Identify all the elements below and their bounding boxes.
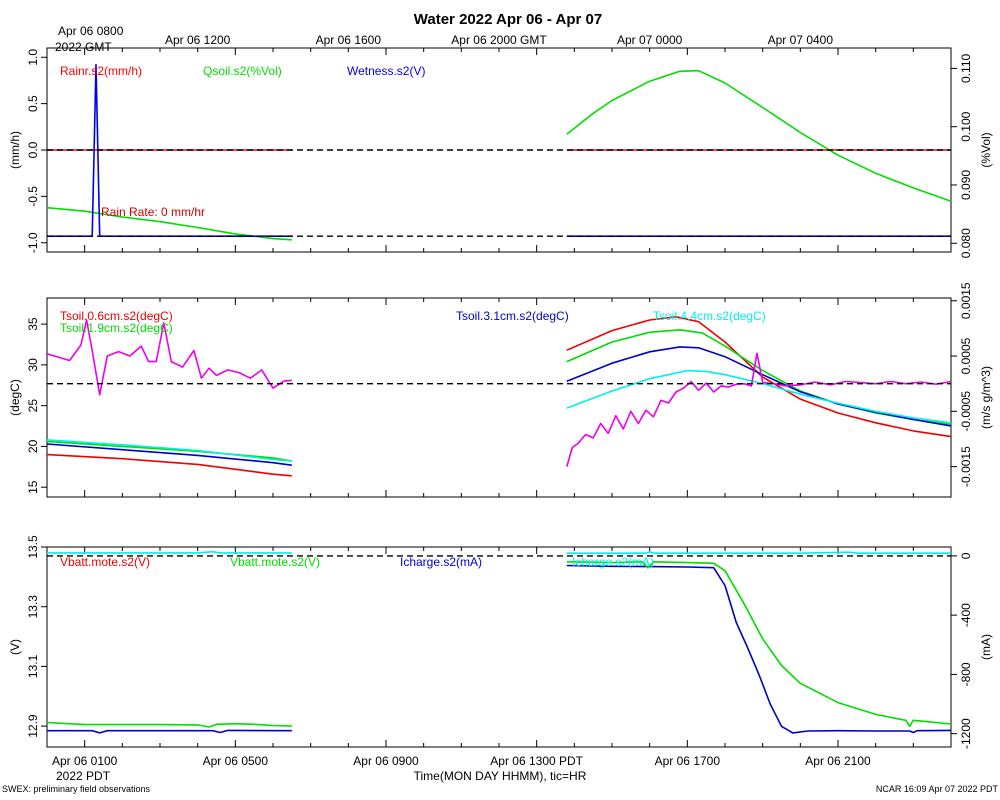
left-y-tick-label: 25 xyxy=(26,399,40,413)
series-line-3 xyxy=(566,369,952,424)
series-line-1 xyxy=(46,721,292,728)
panel-battery: 12.9 13.1 13.3 13.5 (V) -1200 -800 -400 0 (mA) Vba… xyxy=(8,535,993,749)
left-y-tick-label: 0.5 xyxy=(26,95,40,112)
series-line-4 xyxy=(47,550,292,554)
series-line-4 xyxy=(566,550,951,554)
chart-title: Water 2022 Apr 06 - Apr 07 xyxy=(414,11,602,28)
bottom-date-label: 2022 PDT xyxy=(56,769,111,783)
top-axis-labels: Apr 06 1200 Apr 06 1600 Apr 06 2000 GMT Apr… xyxy=(165,33,833,47)
top-tick-label: Apr 07 0000 xyxy=(617,33,683,47)
left-axis-label: (degC) xyxy=(8,379,22,416)
right-y-tick-label: 0 xyxy=(959,552,973,559)
series-line-4 xyxy=(46,319,292,396)
right-y-tick-label: -400 xyxy=(959,603,973,627)
right-axis-label: (m/s g/m^3) xyxy=(979,366,993,429)
legend-label: Tsoil.3.1cm.s2(degC) xyxy=(456,309,569,323)
left-axis-label: (mm/h) xyxy=(8,131,22,169)
bottom-tick-label: Apr 06 1700 xyxy=(655,754,721,768)
panels: -1.0 -0.5 0.0 0.5 1.0 (mm/h) 0.080 0.090 0.100 0.… xyxy=(8,47,993,749)
left-axis-label: (V) xyxy=(8,639,22,655)
panel-soil_temperature: 15 20 25 30 35 (degC) -0.0015 -0.0005 0.0005 0.00… xyxy=(8,282,993,498)
legend-label: Tsoil.0.6cm.s2(degC) xyxy=(60,309,173,323)
series-line-1 xyxy=(566,69,952,203)
left-y-tick-label: 0.0 xyxy=(26,141,40,158)
left-y-tick-label: 35 xyxy=(26,317,40,331)
bottom-tick-label: Apr 06 1300 PDT xyxy=(490,754,583,768)
series-line-4 xyxy=(566,352,952,467)
right-y-tick-label: 0.0015 xyxy=(959,282,973,319)
bottom-axis-labels: Apr 06 0100 Apr 06 0500 Apr 06 0900 Apr 06 … xyxy=(52,754,871,768)
left-y-tick-label: 15 xyxy=(26,480,40,494)
top-date-line2: 2022 GMT xyxy=(55,40,112,54)
series-line-3 xyxy=(46,439,292,462)
series-line-1 xyxy=(566,329,952,426)
plot-frame xyxy=(46,546,952,748)
left-y-tick-label: -0.5 xyxy=(26,186,40,207)
legend-label: Tsoil.4.4cm.s2(degC) xyxy=(653,309,766,323)
right-y-tick-label: 0.100 xyxy=(959,111,973,141)
bottom-tick-label: Apr 06 0500 xyxy=(203,754,269,768)
annotation-label: Rain Rate: 0 mm/hr xyxy=(101,205,205,219)
right-y-tick-label: -0.0015 xyxy=(959,446,973,487)
right-y-tick-label: -1200 xyxy=(959,718,973,749)
right-y-tick-label: 0.080 xyxy=(959,228,973,258)
footer-right: NCAR 16:09 Apr 07 2022 PDT xyxy=(876,784,999,794)
series-line-2 xyxy=(46,443,292,466)
left-y-tick-label: 13.1 xyxy=(26,654,40,678)
series-line-3 xyxy=(566,561,952,728)
top-tick-label: Apr 06 1600 xyxy=(316,33,382,47)
footer-left: SWEX: preliminary field observations xyxy=(2,784,151,794)
legend-label: Icharge.s2(mA) xyxy=(572,555,654,569)
right-axis-label: (mA) xyxy=(979,634,993,660)
top-date-line1: Apr 06 0800 xyxy=(58,24,124,38)
right-y-tick-label: -0.0005 xyxy=(959,391,973,432)
right-y-tick-label: 0.0005 xyxy=(959,337,973,374)
left-y-tick-label: 30 xyxy=(26,358,40,372)
x-axis-label: Time(MON DAY HHMM), tic=HR xyxy=(414,769,587,783)
left-y-tick-label: 20 xyxy=(26,439,40,453)
legend-label: Rainr.s2(mm/h) xyxy=(60,64,142,78)
left-y-tick-label: 13.5 xyxy=(26,535,40,559)
panel-water: -1.0 -0.5 0.0 0.5 1.0 (mm/h) 0.080 0.090 0.100 0.… xyxy=(8,47,993,258)
bottom-tick-label: Apr 06 2100 xyxy=(805,754,871,768)
left-y-tick-label: 12.9 xyxy=(26,714,40,738)
legend-label: Icharge.s2(mA) xyxy=(400,555,482,569)
right-y-tick-label: -800 xyxy=(959,662,973,686)
right-y-tick-label: 0.110 xyxy=(959,54,973,83)
bottom-tick-label: Apr 06 0100 xyxy=(52,754,118,768)
top-tick-label: Apr 07 0400 xyxy=(768,33,834,47)
legend-label: Wetness.s2(V) xyxy=(347,64,425,78)
right-y-tick-label: 0.090 xyxy=(959,170,973,200)
top-tick-label: Apr 06 2000 GMT xyxy=(451,33,547,47)
legend-label: Vbatt.mote.s2(V) xyxy=(230,555,320,569)
left-y-tick-label: -1.0 xyxy=(26,232,40,253)
series-line-0 xyxy=(566,316,952,438)
legend-label: Tsoil.1.9cm.s2(degC) xyxy=(60,321,173,335)
series-line-0 xyxy=(46,453,292,477)
legend-label: Qsoil.s2(%Vol) xyxy=(203,64,282,78)
top-tick-label: Apr 06 1200 xyxy=(165,33,231,47)
series-line-2 xyxy=(566,564,952,734)
left-y-tick-label: 13.3 xyxy=(26,595,40,619)
series-line-2 xyxy=(566,346,952,427)
series-line-1 xyxy=(46,206,292,241)
series-line-2 xyxy=(47,729,292,734)
legend-label: Vbatt.mote.s2(V) xyxy=(60,555,150,569)
right-axis-label: (%Vol) xyxy=(979,132,993,167)
bottom-tick-label: Apr 06 0900 xyxy=(353,754,419,768)
left-y-tick-label: 1.0 xyxy=(26,49,40,66)
